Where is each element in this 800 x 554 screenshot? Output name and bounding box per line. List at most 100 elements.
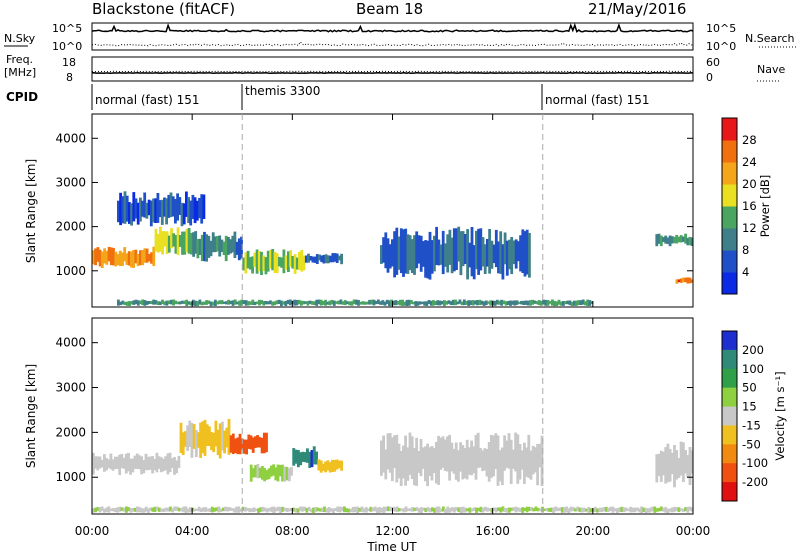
- velocity-cell: [531, 445, 535, 475]
- velocity-cell: [386, 433, 390, 470]
- velocity-cell: [337, 460, 341, 469]
- velocity-cell: [109, 508, 113, 512]
- velocity-cell: [523, 442, 526, 484]
- velocity-cell: [600, 507, 604, 512]
- velocity-cell: [450, 507, 454, 512]
- power-cell: [379, 301, 382, 305]
- power-cell: [443, 300, 446, 307]
- velocity-cell: [250, 508, 254, 512]
- velocity-cell: [521, 507, 525, 513]
- power-cell: [194, 231, 198, 254]
- velocity-cell: [153, 506, 157, 512]
- velocity-cell: [254, 465, 257, 478]
- power-cell: [546, 300, 550, 306]
- velocity-cell: [120, 453, 124, 469]
- power-cell: [508, 239, 511, 270]
- velocity-cell: [175, 460, 179, 474]
- power-cell: [244, 300, 248, 306]
- velocity-cell: [326, 460, 330, 471]
- power-cell: [473, 300, 477, 305]
- power-cell: [484, 300, 488, 306]
- velocity-cell: [155, 452, 159, 473]
- colorbar-swatch: [722, 425, 737, 445]
- power-cell: [280, 300, 283, 307]
- velocity-cell: [479, 447, 482, 468]
- velocity-colorbar-label: Velocity [m s⁻¹]: [773, 371, 787, 460]
- power-cell: [205, 300, 208, 305]
- power-cell: [143, 248, 147, 263]
- power-cell: [324, 299, 327, 306]
- velocity-cell: [166, 453, 170, 475]
- power-cell: [216, 301, 219, 305]
- power-cell: [581, 299, 585, 305]
- power-cell: [427, 300, 431, 304]
- power-cell: [195, 200, 199, 221]
- power-cell: [357, 300, 360, 306]
- power-cell: [103, 248, 106, 264]
- power-cell: [218, 300, 222, 305]
- power-cell: [454, 299, 457, 306]
- velocity-cell: [413, 448, 416, 486]
- velocity-cell: [475, 507, 478, 513]
- velocity-cell: [175, 506, 179, 511]
- colorbar-swatch: [722, 162, 737, 185]
- power-cell: [469, 300, 473, 305]
- velocity-cell: [499, 507, 503, 513]
- power-cell: [165, 231, 169, 254]
- power-cell: [531, 299, 534, 305]
- velocity-cell: [279, 506, 282, 513]
- velocity-cell: [122, 507, 126, 512]
- velocity-cell: [503, 507, 507, 512]
- power-cell: [174, 300, 178, 305]
- colorbar-tick-label: 24: [742, 155, 757, 169]
- velocity-cell: [188, 420, 192, 447]
- power-feature-6: [655, 233, 693, 247]
- velocity-cell: [552, 507, 555, 513]
- power-cell: [119, 192, 122, 226]
- power-cell: [429, 300, 433, 306]
- power-cell: [269, 249, 272, 269]
- velocity-cell: [576, 506, 580, 512]
- velocity-cell: [169, 506, 172, 512]
- velocity-cell: [501, 447, 504, 486]
- velocity-cell: [267, 468, 271, 480]
- velocity-cell: [688, 506, 692, 511]
- velocity-y-axis: 1000 2000 3000 4000: [55, 336, 693, 484]
- velocity-cell: [124, 453, 128, 474]
- velocity-cell: [404, 506, 408, 512]
- velocity-cell: [190, 423, 194, 458]
- velocity-cell: [113, 456, 117, 469]
- power-cell: [161, 299, 164, 304]
- power-cell: [319, 299, 323, 306]
- power-cell: [486, 239, 489, 267]
- power-cell: [176, 227, 180, 256]
- power-cell: [568, 300, 572, 306]
- velocity-cell: [94, 456, 97, 469]
- power-cell: [394, 300, 398, 306]
- noise-panel: N.Sky 10^5 10^0 10^5 10^0 N.Search: [4, 22, 796, 53]
- velocity-cell: [231, 433, 235, 454]
- nave-tick-upper: 60: [706, 56, 720, 69]
- velocity-cell: [640, 506, 643, 513]
- power-cell: [324, 254, 328, 264]
- velocity-cell: [417, 451, 421, 473]
- power-cell: [218, 235, 222, 257]
- velocity-cell: [690, 507, 693, 512]
- power-cell: [590, 301, 594, 304]
- velocity-cell: [105, 458, 108, 471]
- power-cell: [284, 255, 288, 270]
- power-cell: [537, 300, 541, 306]
- velocity-cell: [215, 507, 219, 512]
- power-cell: [139, 300, 142, 304]
- cpid-segment-2: themis 3300: [245, 84, 320, 98]
- velocity-cell: [219, 508, 223, 512]
- velocity-cell: [686, 506, 690, 513]
- y-tick-label: 3000: [55, 175, 86, 189]
- power-cell: [498, 300, 501, 305]
- velocity-cell: [468, 447, 471, 475]
- noise-sky-label: N.Sky: [4, 32, 36, 45]
- power-cell: [542, 299, 545, 305]
- power-cell: [227, 237, 230, 255]
- velocity-cell: [129, 508, 133, 513]
- power-feature-3: [242, 249, 306, 275]
